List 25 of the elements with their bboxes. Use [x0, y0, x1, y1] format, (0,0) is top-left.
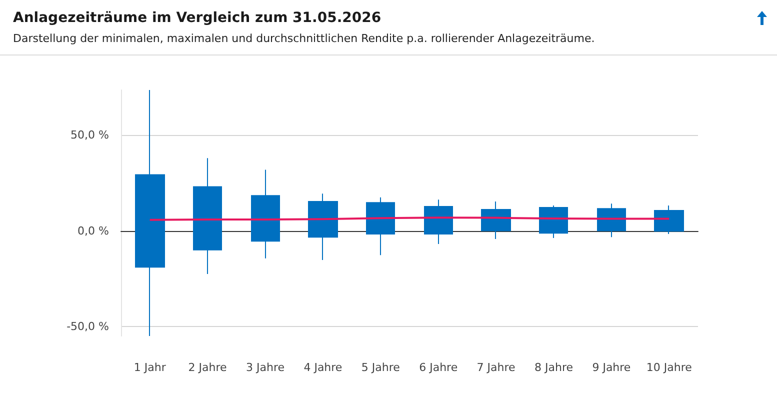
- candlestick: [481, 201, 511, 240]
- y-tick-label: 0,0 %: [78, 224, 109, 238]
- candlestick: [251, 169, 280, 259]
- candlestick: [135, 90, 165, 336]
- candlestick: [193, 158, 222, 275]
- x-tick-label: 10 Jahre: [646, 361, 692, 374]
- x-tick-label: 7 Jahre: [476, 361, 516, 374]
- candlestick: [539, 205, 568, 239]
- y-tick-label: 50,0 %: [70, 128, 109, 142]
- chart-subtitle: Darstellung der minimalen, maximalen und durchschnittlichen Rendite p.a. rollierender Anlagezeiträume.: [13, 32, 595, 45]
- x-tick-label: 6 Jahre: [419, 361, 458, 374]
- y-tick-label: -50,0 %: [66, 320, 109, 333]
- candlestick: [424, 199, 453, 244]
- x-tick-label: 3 Jahre: [246, 361, 285, 374]
- x-tick-label: 9 Jahre: [592, 361, 631, 374]
- chart-title: Anlagezeiträume im Vergleich zum 31.05.2026: [13, 10, 382, 26]
- x-tick-label: 1 Jahr: [134, 361, 166, 374]
- x-tick-label: 5 Jahre: [361, 361, 400, 374]
- candlestick: [308, 193, 338, 261]
- x-tick-label: 2 Jahre: [188, 361, 228, 374]
- candlestick: [366, 196, 395, 256]
- x-tick-label: 8 Jahre: [534, 361, 574, 374]
- x-tick-label: 4 Jahre: [304, 361, 342, 374]
- candlestick: [654, 205, 684, 235]
- candlestick: [597, 203, 626, 238]
